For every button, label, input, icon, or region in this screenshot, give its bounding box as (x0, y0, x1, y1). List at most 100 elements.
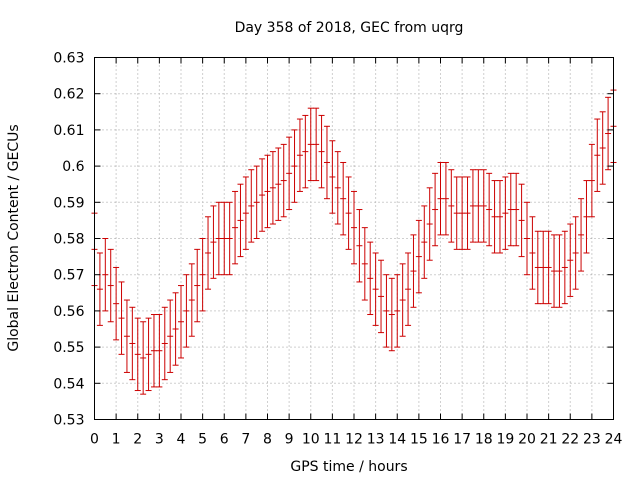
error-bar-point (459, 176, 466, 250)
error-bar-point (318, 114, 325, 189)
error-bar-point (302, 114, 309, 189)
error-bar-point (372, 252, 379, 326)
error-bar-point (480, 169, 487, 243)
error-bar-point (280, 143, 287, 218)
error-bar-point (259, 158, 266, 232)
error-bar-point (123, 299, 130, 373)
error-bar-point (383, 274, 390, 348)
error-bar-point (388, 277, 395, 352)
error-bar-point (334, 151, 341, 225)
error-bar-point (367, 241, 374, 316)
error-bar-point (583, 180, 590, 254)
error-bar-point (572, 216, 579, 290)
error-bar-point (167, 299, 174, 373)
error-bar-point (242, 176, 249, 250)
error-bar-point (140, 321, 147, 395)
x-tick-label: 9 (285, 432, 294, 448)
x-tick-label: 22 (561, 432, 579, 448)
x-tick-label: 15 (410, 432, 428, 448)
x-tick-label: 1 (112, 432, 121, 448)
x-tick-label: 10 (302, 432, 320, 448)
error-bar-point (545, 230, 552, 305)
error-bar-point (551, 234, 558, 308)
error-bar-point (296, 118, 303, 192)
error-bar-point (172, 292, 179, 366)
error-bar-point (118, 281, 125, 355)
error-bar-point (161, 306, 168, 381)
y-tick-label: 0.63 (53, 51, 84, 67)
y-tick-label: 0.55 (53, 340, 84, 356)
x-axis-label: GPS time / hours (290, 459, 407, 475)
error-bar-point (156, 314, 163, 388)
error-bar-point (210, 205, 217, 279)
x-tick-label: 19 (496, 432, 514, 448)
error-bar-point (540, 230, 547, 305)
x-tick-label: 8 (263, 432, 272, 448)
x-tick-label: 13 (367, 432, 385, 448)
error-bar-point (415, 219, 422, 294)
error-bar-point (329, 140, 336, 214)
error-bar-point (529, 216, 536, 290)
error-bar-point (291, 129, 298, 203)
error-bar-point (183, 274, 190, 348)
data-series (91, 89, 617, 395)
y-tick-label: 0.53 (53, 413, 84, 429)
error-bar-point (567, 223, 574, 297)
error-bar-point (561, 230, 568, 305)
x-tick-label: 14 (388, 432, 406, 448)
error-bar-point (502, 176, 509, 250)
error-bar-point (188, 263, 195, 337)
x-tick-label: 4 (177, 432, 186, 448)
error-bar-point (102, 238, 109, 312)
error-bar-point (442, 161, 449, 236)
x-tick-label: 21 (540, 432, 558, 448)
axis-ticks (94, 57, 614, 420)
y-tick-label: 0.57 (53, 268, 84, 284)
error-bar-point (150, 314, 157, 388)
error-bar-point (221, 201, 228, 276)
error-bar-point (323, 125, 330, 200)
error-bar-point (486, 172, 493, 247)
error-bar-point (475, 169, 482, 243)
error-bar-point (134, 317, 141, 392)
chart-title: Day 358 of 2018, GEC from uqrg (235, 20, 464, 36)
error-bar-point (496, 180, 503, 254)
error-bar-point (313, 107, 320, 182)
error-bar-point (113, 266, 120, 341)
error-bar-point (513, 172, 520, 247)
error-bar-point (96, 252, 103, 326)
error-bar-point (594, 118, 601, 192)
y-tick-label: 0.56 (53, 304, 84, 320)
x-tick-label: 6 (220, 432, 229, 448)
error-bar-point (518, 183, 525, 258)
error-bar-point (107, 248, 114, 323)
error-bar-point (269, 151, 276, 225)
x-tick-label: 11 (323, 432, 341, 448)
error-bar-point (453, 176, 460, 250)
error-bar-point (426, 187, 433, 261)
x-tick-label: 17 (453, 432, 471, 448)
y-tick-label: 0.62 (53, 87, 84, 103)
y-tick-label: 0.6 (62, 159, 84, 175)
error-bar-point (356, 209, 363, 283)
error-bar-point (491, 180, 498, 254)
y-tick-label: 0.58 (53, 232, 84, 248)
error-bar-point (599, 111, 606, 185)
error-bar-point (345, 176, 352, 250)
y-tick-labels: 0.53 0.54 0.55 0.56 0.57 0.58 0.59 0.6 0.61 0.62 0… (53, 51, 84, 429)
error-bar-point (215, 201, 222, 276)
x-tick-labels: 0 1 2 3 4 5 6 7 8 9 10 11 12 13 14 15 16 17 18 19 20 21 22 23 24 (90, 432, 622, 448)
error-bar-point (194, 248, 201, 323)
error-bar-point (232, 190, 239, 265)
error-bar-point (340, 161, 347, 236)
error-bar-point (286, 136, 293, 211)
x-tick-label: 2 (133, 432, 142, 448)
x-tick-label: 12 (345, 432, 363, 448)
error-bar-point (410, 234, 417, 308)
x-tick-label: 5 (198, 432, 207, 448)
error-bar-point (448, 169, 455, 243)
error-bar-point (578, 198, 585, 272)
error-bar-point (361, 227, 368, 301)
error-bar-point (437, 161, 444, 236)
